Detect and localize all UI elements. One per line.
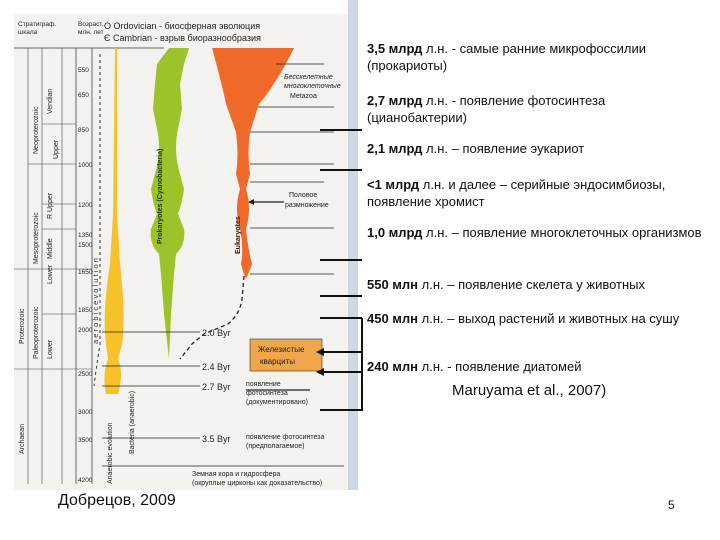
metazoa-shape <box>212 48 294 279</box>
annot-crust-2: (окруплые цирконы как доказательство) <box>192 480 322 487</box>
header-col2-line1: Возраст, <box>78 21 104 28</box>
event-item-2-7-bya: 2,7 млрд л.н. - появление фотосинтеза (ц… <box>367 93 606 125</box>
evolution-figure: Стратиграф. шкала Возраст, млн. лет O Or… <box>14 14 354 490</box>
event-item-2-1-bya: 2,1 млрд л.н. – появление эукариот <box>367 141 585 156</box>
age-1350: 1350 <box>78 232 93 239</box>
age-1200: 1200 <box>78 202 93 209</box>
label-bacteria: Bacteria (anaerobic) <box>129 391 136 454</box>
annot-iron-1: Железистые <box>258 345 305 354</box>
age-2000: 2000 <box>78 327 93 334</box>
author-credit: Добрецов, 2009 <box>58 492 176 509</box>
age-2500: 2500 <box>78 371 93 378</box>
annot-sexual-2: размножение <box>285 202 329 209</box>
age-3000: 3000 <box>78 409 93 416</box>
age-650: 650 <box>78 92 89 99</box>
header-ordovician: O Ordovician - биосферная эволюция <box>104 21 260 31</box>
era-archaean: Archaean <box>19 424 26 454</box>
era-middle: Middle <box>47 238 54 259</box>
figure-edge-strip <box>348 0 358 490</box>
byr-2-4: 2.4 Byr <box>202 362 231 372</box>
era-lower: Lower <box>47 264 54 284</box>
annot-metazoa: Metazoa <box>290 93 317 100</box>
label-aerobic-evolution: a e r o b i c e v o l u t i o n <box>91 258 100 344</box>
connector-arrows <box>316 129 363 411</box>
era-proterozoic: Proterozoic <box>19 308 26 344</box>
age-1500: 1500 <box>78 242 93 249</box>
page-number: 5 <box>668 498 675 512</box>
era-mesoproterozoic: Mesoproterozoic <box>33 212 40 264</box>
label-prokaryotes: Prokaryotes (Cyanobacteria) <box>157 149 164 244</box>
label-eukaryotes: Eukaryotes <box>235 216 242 254</box>
event-item-450-mya: 450 млн л.н. – выход растений и животных… <box>367 311 680 326</box>
annot-sexual-1: Половое <box>289 192 317 199</box>
age-550: 550 <box>78 67 89 74</box>
header-col2-line2: млн. лет <box>78 29 104 36</box>
annot-photo-3: (документировано) <box>246 399 308 406</box>
event-item-3-5-bya: 3,5 млрд л.н. - самые ранние микрофоссил… <box>367 41 647 73</box>
event-item-1-0-bya: 1,0 млрд л.н. – появление многоклеточных… <box>367 225 702 240</box>
byr-3-5: 3.5 Byr <box>202 434 231 444</box>
age-4200: 4200 <box>78 477 93 484</box>
era-upper: Upper <box>53 139 60 159</box>
age-1850: 1850 <box>78 307 93 314</box>
iron-quartzite-box <box>249 338 323 372</box>
annot-photo-b2: (предполагаемое) <box>246 443 304 450</box>
annot-iron-2: кварциты <box>260 357 295 366</box>
age-3500: 3500 <box>78 437 93 444</box>
age-1650: 1650 <box>78 269 93 276</box>
byr-2-7: 2.7 Byr <box>202 382 231 392</box>
era-neoproterozoic: Neoproterozoic <box>33 106 40 154</box>
era-paleoproterozoic: Paleoproterozoic <box>33 306 40 359</box>
age-850: 850 <box>78 127 89 134</box>
annot-no-skeleton-1: Бесскелетные <box>284 74 333 81</box>
annot-crust-1: Земная кора и гидросфера <box>192 471 280 478</box>
annot-photo-1: появление <box>246 381 281 388</box>
era-paleo-lower: Lower <box>47 339 54 359</box>
era-r-upper: R Upper <box>47 192 54 219</box>
event-item-lt1-bya: <1 млрд л.н. и далее – серийные эндосимб… <box>367 177 666 209</box>
label-anaerobic-evolution: Anaerobic evolution <box>107 422 114 484</box>
event-item-550-mya: 550 млн л.н. – появление скелета у живот… <box>367 277 646 292</box>
byr-2-0: 2.0 Byr <box>202 328 231 338</box>
reference-citation: Maruyama et al., 2007) <box>452 382 607 399</box>
header-cambrian: Є Cambrian - взрыв биоразнообразия <box>104 33 261 43</box>
bacteria-shape <box>104 48 124 394</box>
era-vendian: Vendian <box>47 89 54 114</box>
annot-photo-b1: появление фотосинтеза <box>246 434 324 441</box>
evolution-chart-svg: Стратиграф. шкала Возраст, млн. лет O Or… <box>14 21 344 487</box>
age-1000: 1000 <box>78 162 93 169</box>
annot-photo-2: фотосинтеза <box>246 390 288 397</box>
annot-no-skeleton-2: многоклеточные <box>284 83 341 90</box>
age-ticks: 550 650 850 1000 1200 1350 1500 1650 185… <box>78 67 93 484</box>
prokaryotes-shape <box>150 48 189 359</box>
header-col1-line1: Стратиграф. <box>18 21 56 28</box>
event-item-240-mya: 240 млн л.н. - появление диатомей <box>367 359 582 374</box>
header-col1-line2: шкала <box>18 29 38 36</box>
